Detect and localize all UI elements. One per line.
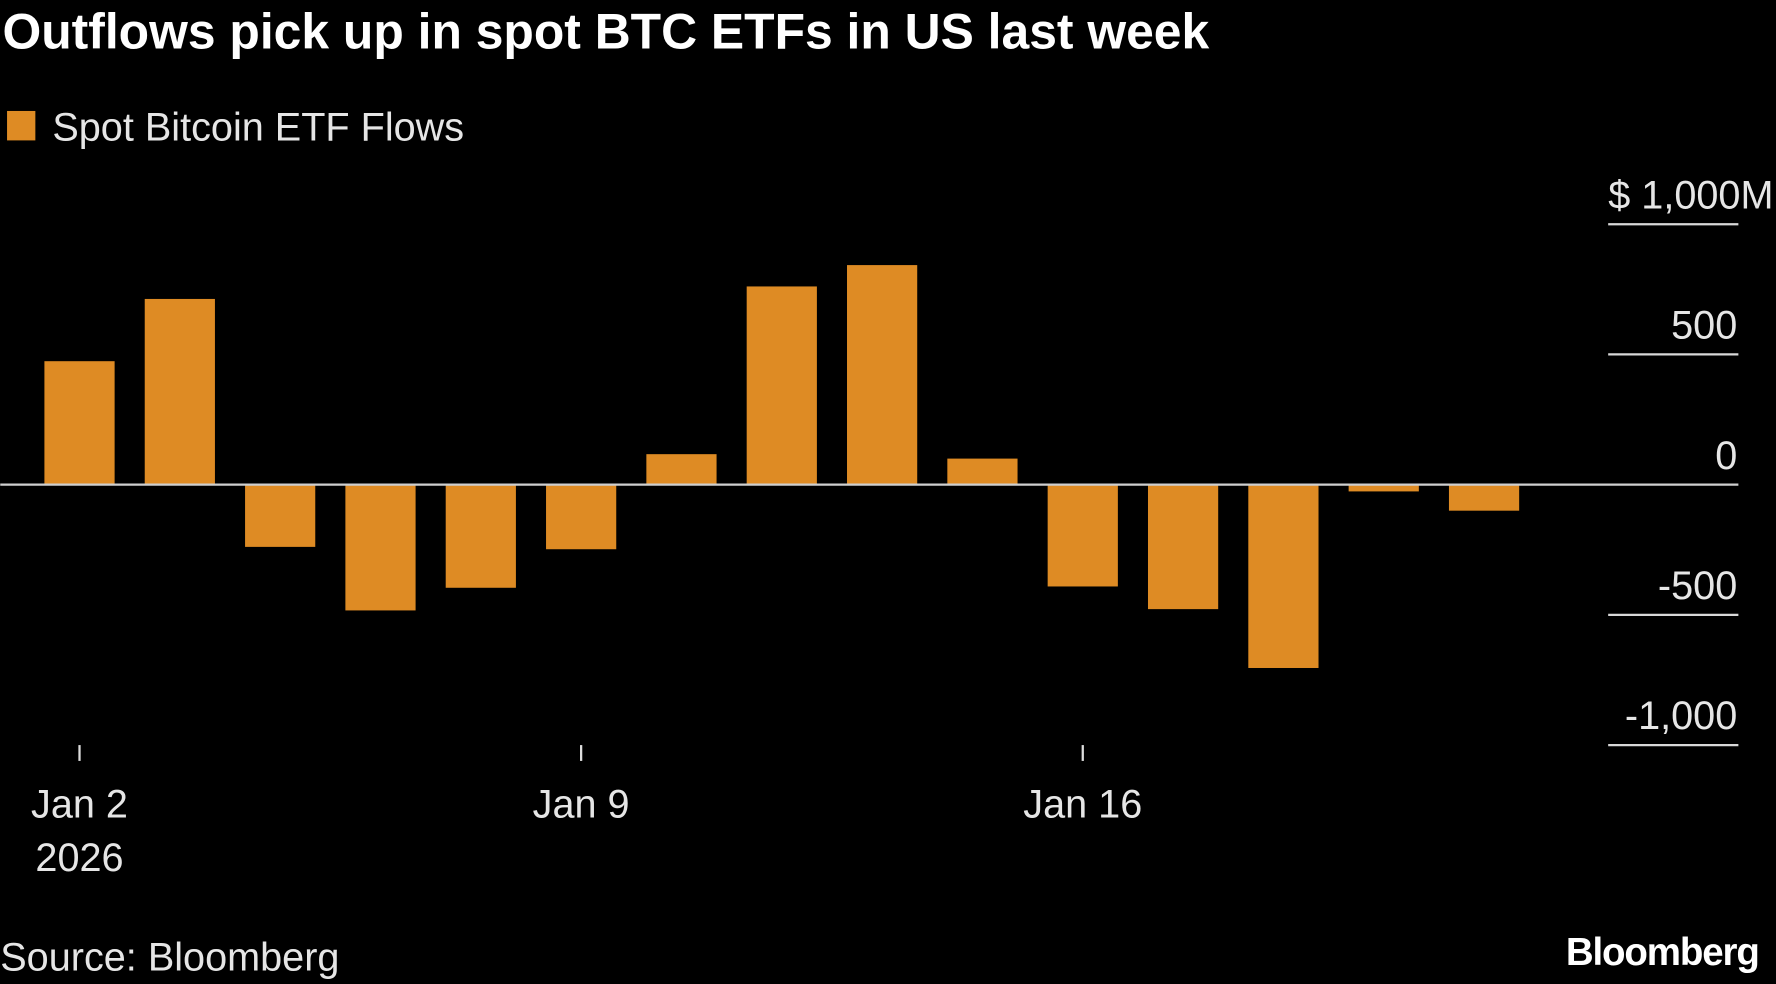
bar-2026-01-07: [345, 484, 416, 611]
bar-2026-01-22: [1348, 484, 1419, 492]
bar-2026-01-05: [144, 298, 215, 485]
x-axis: Jan 2 2026 Jan 9 Jan 16: [31, 745, 1142, 880]
bar-2026-01-06: [245, 484, 316, 547]
legend-label: Spot Bitcoin ETF Flows: [52, 105, 464, 149]
bars: [44, 265, 1520, 668]
y-tick-label: -1,000: [1625, 694, 1737, 738]
y-tick-label: $ 1,000M: [1608, 173, 1773, 217]
x-tick-label: Jan 16: [1023, 783, 1142, 827]
bloomberg-logo: Bloomberg: [1566, 931, 1759, 974]
chart-title: Outflows pick up in spot BTC ETFs in US …: [3, 4, 1210, 60]
bar-2026-01-09: [546, 484, 617, 550]
bar-2026-01-14: [847, 265, 918, 485]
bar-2026-01-02: [44, 361, 115, 485]
y-tick-label: 0: [1715, 434, 1737, 478]
bar-2026-01-15: [947, 458, 1018, 485]
bar-2026-01-20: [1147, 484, 1219, 610]
bar-2026-01-13: [746, 286, 817, 485]
y-axis: $ 1,000M 500 0 -500 -1,000: [1608, 173, 1773, 747]
legend: Spot Bitcoin ETF Flows: [7, 105, 464, 149]
y-tick-label: -500: [1658, 564, 1737, 608]
y-tick-label: 500: [1671, 304, 1737, 348]
bar-2026-01-12: [646, 454, 717, 485]
bar-2026-01-08: [445, 484, 516, 588]
bar-2026-01-23: [1448, 484, 1520, 511]
x-tick-year-label: 2026: [35, 836, 123, 880]
x-tick-label: Jan 2: [31, 783, 128, 827]
source-note: Source: Bloomberg: [0, 935, 339, 979]
bar-2026-01-21: [1248, 484, 1319, 668]
legend-swatch: [7, 110, 36, 141]
x-tick-label: Jan 9: [533, 783, 630, 827]
bar-2026-01-16: [1047, 484, 1118, 587]
